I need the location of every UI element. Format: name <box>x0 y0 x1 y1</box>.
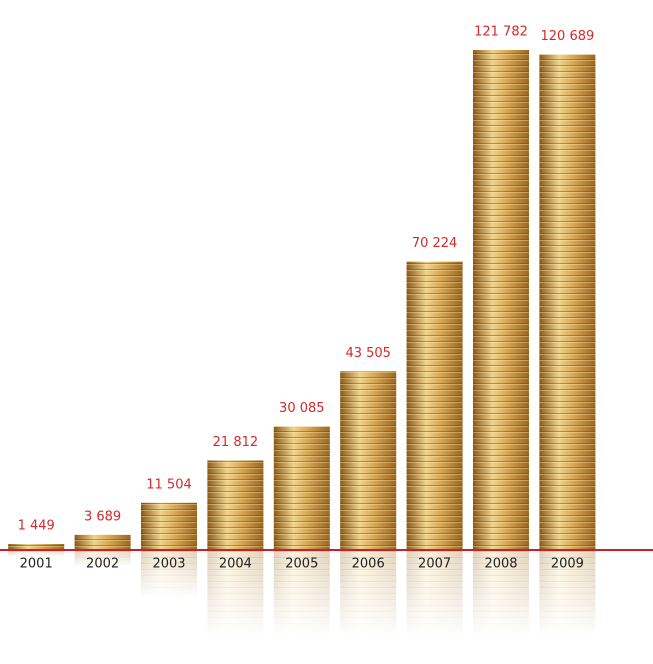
reflection-fade <box>7 550 66 557</box>
x-tick-label: 2007 <box>418 557 451 572</box>
bar-stripes <box>539 54 596 551</box>
reflection-fade <box>140 550 198 599</box>
reflection-fade <box>339 550 398 636</box>
reflection-fade <box>405 550 464 636</box>
value-label: 120 689 <box>541 29 595 44</box>
x-tick-label: 2003 <box>152 557 185 572</box>
reflection-fade <box>206 550 265 636</box>
x-tick-label: 2005 <box>285 557 318 572</box>
reflection-fade <box>272 550 331 636</box>
value-label: 11 504 <box>146 477 192 492</box>
value-label: 3 689 <box>84 509 121 524</box>
reflection-fade <box>73 550 132 567</box>
value-label: 43 505 <box>345 346 391 361</box>
value-label: 21 812 <box>213 435 259 450</box>
bar-stripes <box>273 426 330 550</box>
value-label: 30 085 <box>279 401 325 416</box>
reflection-fade <box>472 550 530 636</box>
value-label: 70 224 <box>412 236 458 251</box>
x-tick-label: 2009 <box>551 557 584 572</box>
bar-stripes <box>141 502 197 550</box>
bar-stripes <box>340 371 397 550</box>
bar-stripes <box>207 460 264 550</box>
bar-stripes <box>473 50 529 550</box>
bar-stripes <box>406 261 463 550</box>
bar-stripes <box>74 534 131 550</box>
value-label: 1 449 <box>18 519 55 534</box>
value-label: 121 782 <box>474 25 528 40</box>
x-tick-label: 2002 <box>86 557 119 572</box>
reflection-fade <box>538 550 597 636</box>
x-tick-label: 2001 <box>20 557 53 572</box>
x-tick-label: 2008 <box>484 557 517 572</box>
bar-stripes <box>8 544 65 550</box>
x-tick-label: 2006 <box>352 557 385 572</box>
x-tick-label: 2004 <box>219 557 252 572</box>
